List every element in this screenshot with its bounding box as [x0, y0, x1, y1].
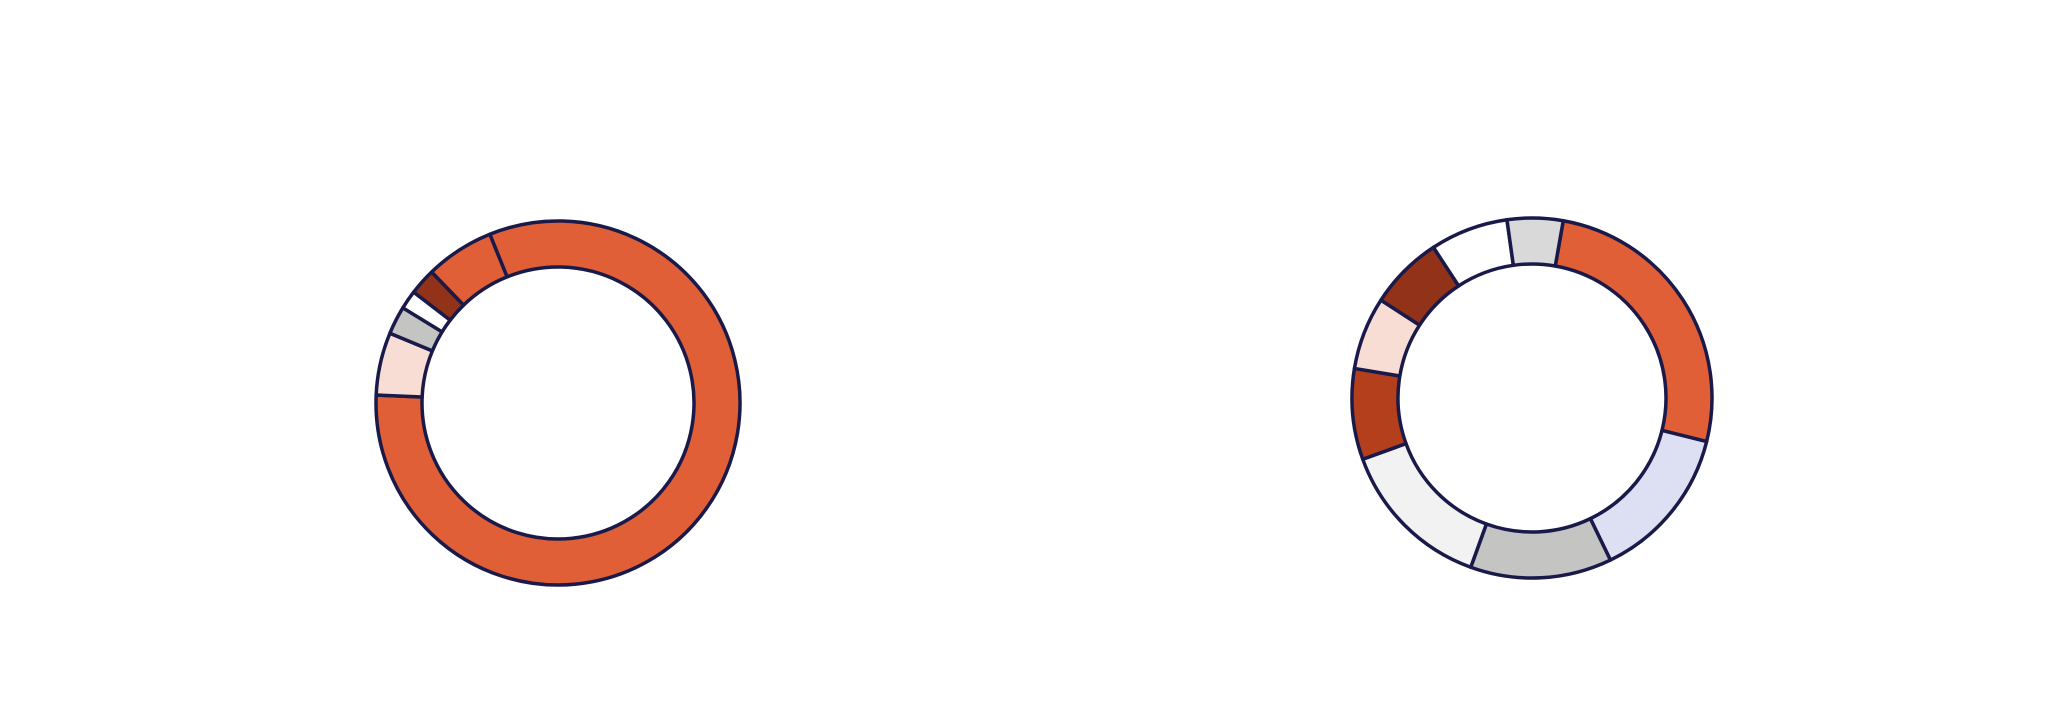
- donut-1-slice-3: [1360, 441, 1489, 570]
- donut-chart-left: [374, 219, 742, 587]
- donut-0-slice-5: [429, 232, 509, 307]
- donut-1-slice-1: [1588, 428, 1709, 562]
- donut-0-slice-0: [374, 219, 742, 587]
- donut-1-slice-4: [1350, 366, 1408, 461]
- donut-chart-right: [1350, 216, 1714, 580]
- donut-1-slice-2: [1468, 516, 1613, 580]
- donut-1-slice-0: [1553, 218, 1714, 444]
- donut-1-slice-8: [1505, 216, 1566, 268]
